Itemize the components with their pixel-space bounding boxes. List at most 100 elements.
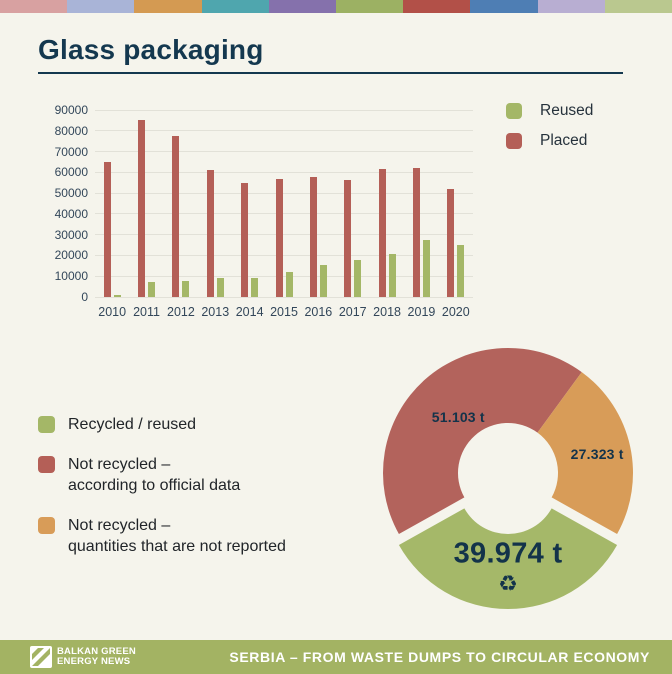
title-underline — [38, 72, 623, 74]
x-axis-tick-2016: 2016 — [304, 305, 333, 319]
bar-placed-2020 — [447, 188, 455, 297]
donut-slice-Not recycled – quantities that are not reported — [537, 372, 633, 535]
logo-line1: BALKAN GREEN — [57, 646, 136, 657]
y-axis-tick-0: 0 — [81, 290, 88, 304]
campaign-title: SERBIA – FROM WASTE DUMPS TO CIRCULAR EC… — [229, 649, 650, 665]
stripe-segment-9 — [604, 0, 672, 13]
stripe-segment-2 — [134, 0, 202, 13]
stripe-segment-6 — [403, 0, 471, 13]
y-axis-tick-80000: 80000 — [54, 123, 88, 138]
x-axis-tick-2015: 2015 — [270, 305, 298, 319]
bar-reused-2010 — [113, 294, 121, 297]
legend-line: according to official data — [68, 477, 241, 494]
footer-bar: BALKAN GREEN ENERGY NEWS SERBIA – FROM W… — [0, 640, 672, 674]
stripe-segment-0 — [0, 0, 68, 13]
x-axis-tick-2018: 2018 — [373, 305, 401, 319]
decorative-color-stripe — [0, 0, 672, 13]
x-axis-tick-2014: 2014 — [235, 305, 264, 319]
bar-reused-2015 — [285, 272, 293, 297]
legend-item-recycled: Recycled / reused — [38, 414, 368, 435]
y-axis-tick-40000: 40000 — [54, 206, 88, 221]
gridline-20000 — [95, 254, 473, 256]
donut-value-label-2: 39.974 t — [453, 537, 563, 569]
legend-line: Not recycled – — [68, 517, 171, 534]
y-axis-tick-10000: 10000 — [54, 269, 88, 284]
bar-chart-plot-area — [95, 109, 473, 298]
bar-reused-2016 — [319, 264, 327, 297]
bar-placed-2018 — [378, 169, 386, 297]
logo-icon — [30, 646, 52, 668]
y-axis-tick-50000: 50000 — [54, 186, 88, 201]
bar-reused-2014 — [251, 278, 259, 297]
y-axis-tick-70000: 70000 — [54, 144, 88, 159]
gridline-60000 — [95, 171, 473, 173]
stripe-segment-3 — [201, 0, 269, 13]
bar-placed-2017 — [344, 179, 352, 297]
x-axis-tick-2011: 2011 — [133, 305, 160, 319]
gridline-0 — [95, 296, 473, 298]
bar-chart: 0 10000 20000 30000 40000 50000 60000 70000 8000… — [36, 102, 480, 322]
bar-reused-2019 — [422, 239, 430, 297]
gridline-30000 — [95, 234, 473, 236]
reused-swatch — [506, 103, 522, 119]
bar-placed-2013 — [206, 170, 214, 297]
y-axis-tick-20000: 20000 — [54, 248, 88, 263]
donut-slice-Recycled / reused — [398, 508, 618, 609]
x-axis-tick-2013: 2013 — [201, 305, 230, 319]
not-recycled-official-swatch — [38, 456, 55, 473]
placed-swatch — [506, 133, 522, 149]
bar-chart-legend: Reused Placed — [506, 102, 593, 162]
gridline-90000 — [95, 109, 473, 111]
legend-item-reused: Reused — [506, 102, 593, 120]
legend-label: Placed — [540, 132, 588, 149]
recycled-swatch — [38, 416, 55, 433]
legend-item-placed: Placed — [506, 132, 593, 150]
bar-reused-2017 — [354, 259, 362, 297]
gridline-70000 — [95, 151, 473, 153]
page-title: Glass packaging — [38, 34, 264, 65]
x-axis-tick-2019: 2019 — [407, 305, 436, 319]
legend-label: Reused — [540, 102, 594, 119]
x-axis-tick-2010: 2010 — [98, 305, 127, 319]
bar-placed-2011 — [138, 120, 146, 297]
not-recycled-unreported-swatch — [38, 517, 55, 534]
x-axis-tick-2012: 2012 — [167, 305, 195, 319]
donut-legend: Recycled / reused Not recycled – accordin… — [38, 414, 368, 576]
stripe-segment-1 — [67, 0, 135, 13]
bar-reused-2012 — [182, 281, 190, 297]
y-axis-tick-60000: 60000 — [54, 165, 88, 180]
bar-placed-2012 — [172, 135, 180, 297]
legend-item-not-recycled-unreported: Not recycled – quantities that are not re… — [38, 515, 368, 557]
donut-chart: 51.103 t 27.323 t 39.974 t ♻ — [378, 343, 648, 615]
bar-reused-2011 — [148, 282, 156, 297]
bar-placed-2019 — [412, 168, 420, 297]
bar-reused-2020 — [457, 245, 465, 297]
bar-reused-2018 — [388, 254, 396, 297]
y-axis-tick-30000: 30000 — [54, 227, 88, 242]
gridline-80000 — [95, 130, 473, 132]
legend-line: Not recycled – — [68, 456, 171, 473]
bar-placed-2014 — [241, 182, 249, 297]
bar-placed-2015 — [275, 178, 283, 297]
gridline-50000 — [95, 192, 473, 194]
legend-line: Recycled / reused — [68, 416, 197, 433]
legend-line: quantities that are not reported — [68, 538, 286, 555]
legend-item-not-recycled-official: Not recycled – according to official data — [38, 454, 368, 496]
stripe-segment-8 — [537, 0, 605, 13]
bar-placed-2010 — [103, 161, 111, 297]
donut-value-label-1: 27.323 t — [570, 445, 624, 462]
donut-slice-Not recycled – according to official data — [382, 347, 582, 535]
recycle-icon: ♻ — [498, 570, 518, 596]
stripe-segment-4 — [268, 0, 337, 13]
donut-value-label-0: 51.103 t — [431, 408, 485, 425]
stripe-segment-5 — [336, 0, 404, 13]
x-axis-tick-2020: 2020 — [441, 305, 470, 319]
logo-line2: ENERGY NEWS — [57, 656, 131, 667]
donut-svg — [382, 347, 633, 609]
bar-placed-2016 — [309, 176, 317, 297]
gridline-40000 — [95, 213, 473, 215]
gridline-10000 — [95, 275, 473, 277]
bar-reused-2013 — [216, 278, 224, 297]
y-axis-tick-90000: 90000 — [54, 103, 88, 117]
balkan-green-energy-news-logo: BALKAN GREEN ENERGY NEWS — [30, 646, 136, 668]
